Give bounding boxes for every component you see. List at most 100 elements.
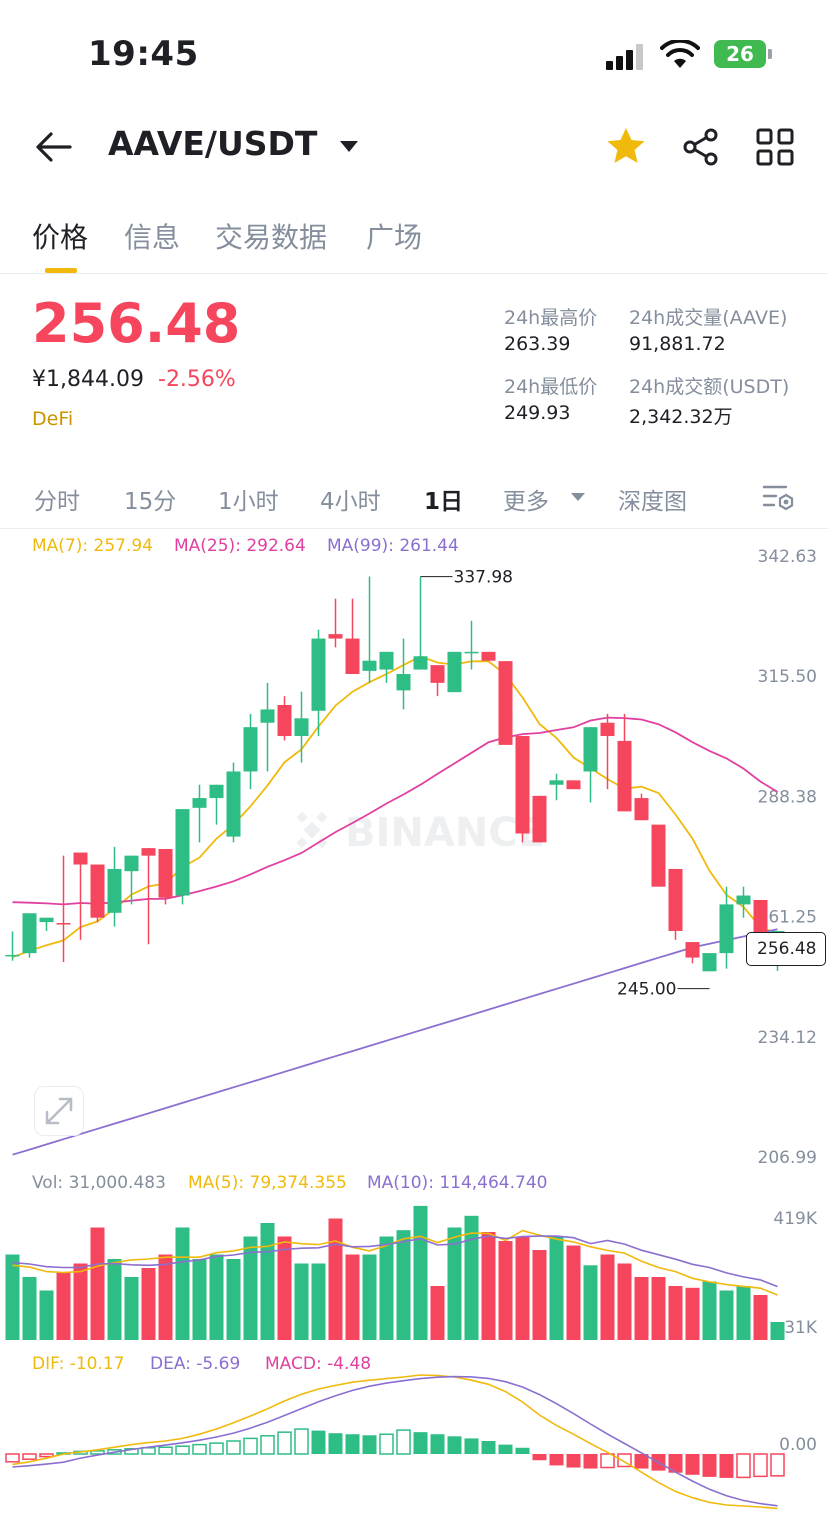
candle	[549, 780, 564, 785]
low-label: 24h最低价	[504, 376, 598, 398]
status-time: 19:45	[88, 34, 199, 74]
candle	[413, 656, 428, 670]
volume-bar	[447, 1227, 462, 1340]
cny-price: ¥1,844.09	[32, 367, 144, 392]
volume-bar	[719, 1290, 734, 1340]
interval-15m[interactable]: 15分	[124, 489, 177, 515]
ma7-legend: MA(7): 257.94	[32, 536, 153, 556]
ma7-line	[12, 655, 778, 959]
dea-legend: DEA: -5.69	[150, 1354, 241, 1374]
amount-label: 24h成交额(USDT)	[629, 376, 790, 398]
chart-settings-icon[interactable]	[762, 482, 796, 514]
y-axis-label: 288.38	[758, 787, 817, 807]
volume-bar	[668, 1286, 683, 1340]
battery-cap	[768, 49, 772, 59]
binance-watermark: BINANCE	[296, 810, 545, 856]
tab-price[interactable]: 价格	[32, 221, 89, 254]
volume-bar	[736, 1286, 751, 1340]
candle	[685, 942, 700, 958]
fullscreen-button[interactable]	[34, 1086, 84, 1136]
candle	[124, 855, 139, 872]
back-arrow-icon[interactable]	[34, 130, 74, 164]
grid-menu-icon[interactable]	[756, 128, 794, 166]
share-icon[interactable]	[682, 128, 720, 166]
candle	[736, 895, 751, 905]
macd-bar	[362, 1435, 377, 1454]
y-axis-label: 234.12	[758, 1028, 817, 1048]
candle	[107, 868, 122, 913]
volume-bar	[294, 1263, 309, 1340]
candle	[311, 638, 326, 711]
pair-title[interactable]: AAVE/USDT	[108, 124, 318, 163]
macd-bar	[192, 1443, 207, 1455]
interval-time[interactable]: 分时	[34, 489, 80, 515]
last-price: 256.48	[32, 292, 241, 355]
expand-icon	[45, 1097, 73, 1125]
candle	[209, 784, 224, 799]
volume-ma10-legend: MA(10): 114,464.740	[367, 1173, 548, 1193]
volume-legend: Vol: 31,000.483	[32, 1173, 166, 1193]
volume-bar	[141, 1268, 156, 1340]
interval-depth[interactable]: 深度图	[618, 489, 687, 515]
high-marker-label: 337.98	[454, 568, 513, 588]
category-tag[interactable]: DeFi	[32, 408, 74, 430]
volume-ma5-line	[12, 1229, 778, 1296]
macd-bar	[498, 1444, 513, 1454]
last-price-tag-value: 256.48	[757, 939, 817, 959]
star-icon[interactable]	[606, 126, 646, 166]
candle	[651, 824, 666, 887]
dif-legend: DIF: -10.17	[32, 1354, 125, 1374]
divider	[0, 273, 828, 274]
volume-bar	[583, 1265, 598, 1340]
macd-bar	[5, 1453, 20, 1463]
macd-bar	[396, 1429, 411, 1455]
volume-bar	[770, 1322, 785, 1340]
candle	[362, 660, 377, 671]
volume-bar	[566, 1245, 581, 1340]
candle	[600, 722, 615, 737]
tab-info[interactable]: 信息	[124, 221, 181, 254]
caret-down-icon[interactable]	[338, 138, 360, 154]
interval-4h[interactable]: 4小时	[320, 489, 381, 515]
candle	[56, 923, 71, 925]
macd-bar	[600, 1453, 615, 1469]
macd-bar	[736, 1453, 751, 1479]
macd-bar	[141, 1447, 156, 1455]
candle	[158, 849, 173, 898]
more-caret-icon[interactable]	[570, 491, 586, 503]
candle	[22, 913, 37, 954]
macd-bar	[413, 1432, 428, 1454]
interval-more[interactable]: 更多	[503, 489, 549, 515]
macd-bar	[532, 1454, 547, 1461]
macd-bar	[328, 1433, 343, 1454]
candle	[481, 651, 496, 661]
candle	[5, 954, 20, 957]
volume-bar	[175, 1227, 190, 1340]
price-change: -2.56%	[158, 367, 236, 392]
candle	[260, 709, 275, 723]
macd-bar	[583, 1454, 598, 1469]
macd-legend: MACD: -4.48	[265, 1354, 372, 1374]
macd-bar	[566, 1454, 581, 1468]
tab-trading-data[interactable]: 交易数据	[215, 221, 328, 254]
macd-bar	[175, 1445, 190, 1455]
tab-square[interactable]: 广场	[366, 221, 423, 254]
volume-bar	[345, 1254, 360, 1340]
volume-bar	[226, 1259, 241, 1340]
volume-bar	[311, 1263, 326, 1340]
volume-bar	[532, 1250, 547, 1340]
interval-1d[interactable]: 1日	[424, 489, 464, 515]
candle	[515, 736, 530, 834]
volume-bar	[192, 1259, 207, 1340]
volume-bar	[260, 1223, 275, 1340]
volume-bar	[464, 1215, 479, 1340]
volume-bar	[209, 1254, 224, 1340]
interval-1h[interactable]: 1小时	[218, 489, 279, 515]
candle	[430, 665, 445, 683]
ma99-legend: MA(99): 261.44	[327, 536, 459, 556]
candle	[396, 673, 411, 691]
last-price-tag: 256.48	[746, 932, 826, 966]
candle	[226, 771, 241, 837]
macd-bar	[39, 1453, 54, 1458]
